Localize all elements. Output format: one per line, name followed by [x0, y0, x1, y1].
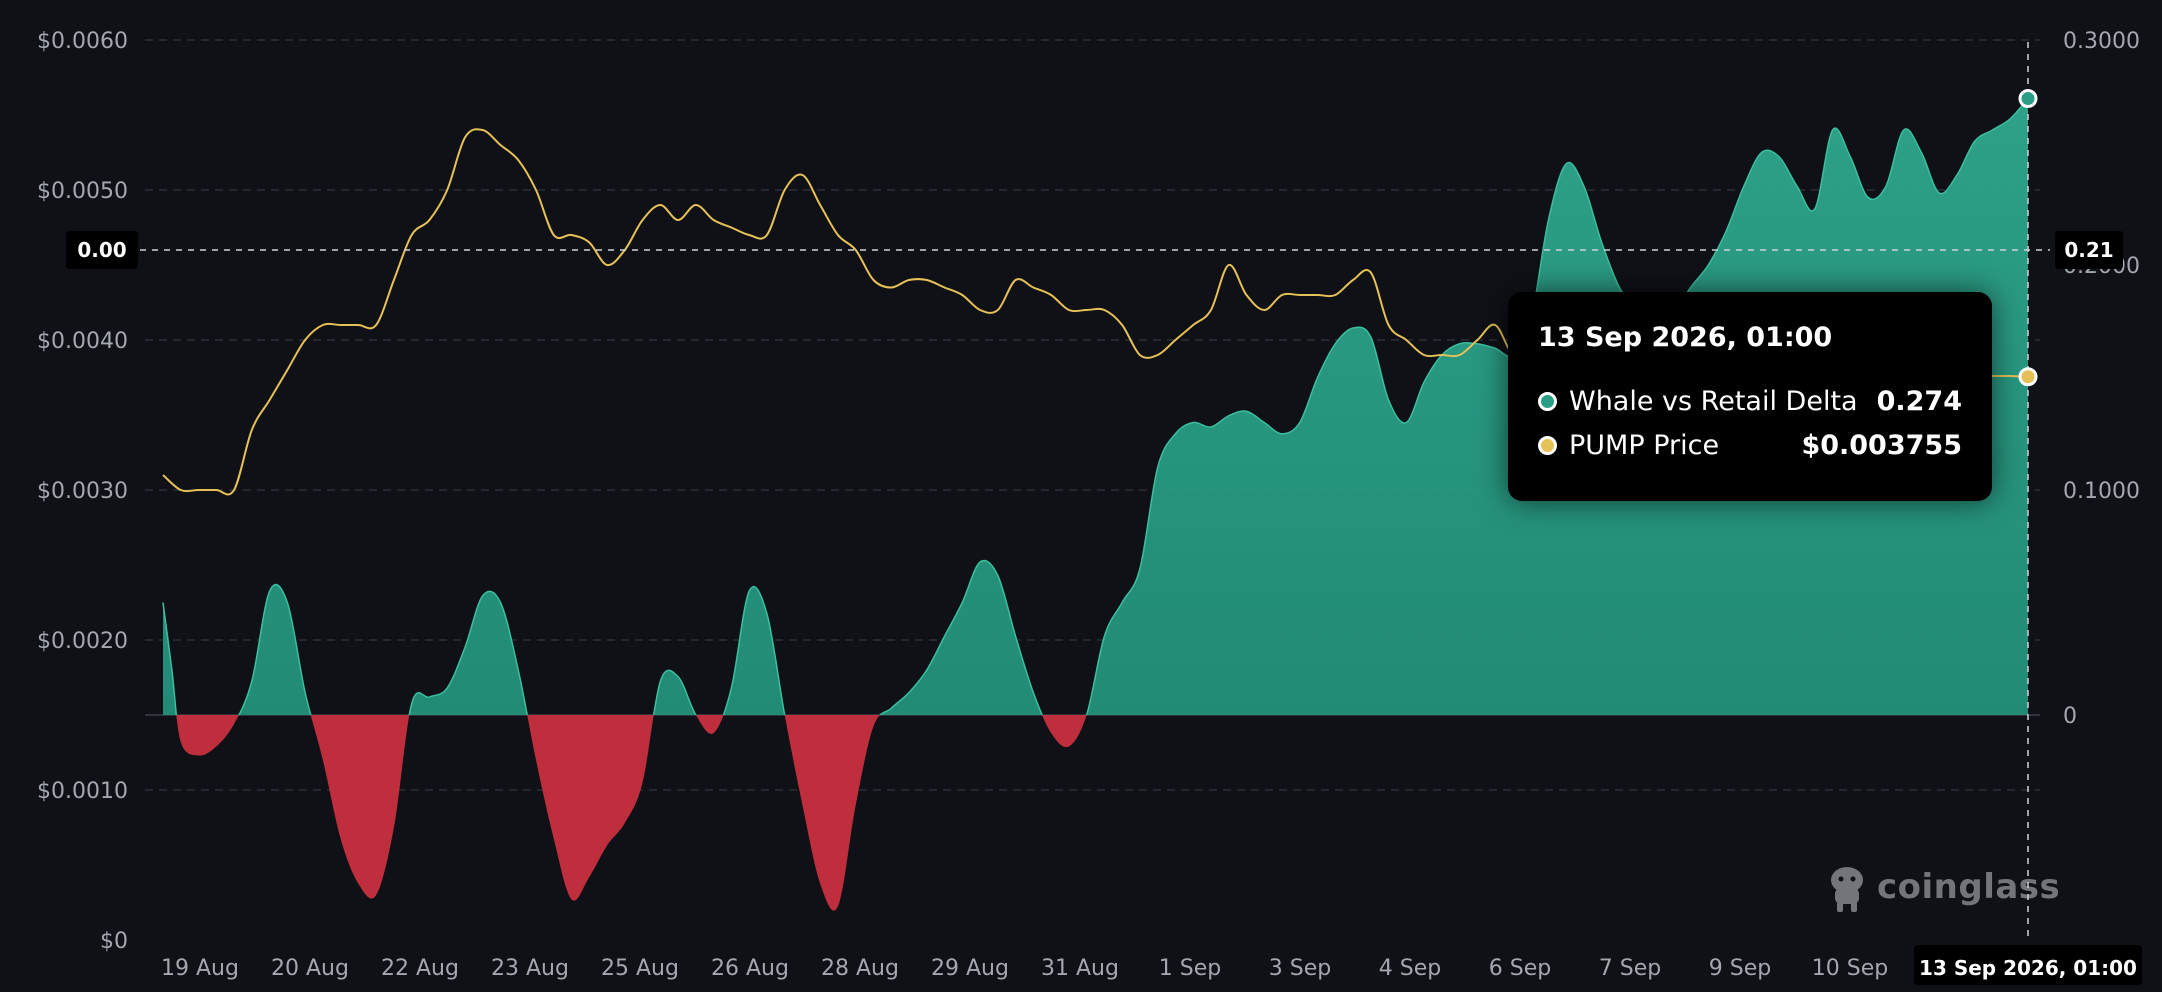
x-axis-tick: 28 Aug [821, 956, 899, 981]
tooltip-label-price: PUMP Price [1569, 429, 1720, 461]
tooltip-row-delta: Whale vs Retail Delta 0.274 [1538, 379, 1962, 423]
x-axis-tick: 3 Sep [1269, 956, 1331, 981]
x-axis-tick: 19 Aug [161, 956, 239, 981]
left-axis-tick: $0.0060 [37, 29, 128, 54]
left-axis-tick: $0.0050 [37, 179, 128, 204]
x-axis-tick: 23 Aug [491, 956, 569, 981]
chart-tooltip: 13 Sep 2026, 01:00 Whale vs Retail Delta… [1508, 292, 1992, 501]
x-axis-tick: 26 Aug [711, 956, 789, 981]
price-end-marker [2018, 367, 2038, 387]
x-axis-tick: 1 Sep [1159, 956, 1221, 981]
x-axis-tick: 9 Sep [1709, 956, 1771, 981]
coinglass-logo: coinglass [1825, 862, 2060, 912]
right-axis-tick: 0 [2063, 704, 2077, 729]
right-crosshair-badge [2055, 231, 2123, 269]
delta-dot-icon [1538, 391, 1557, 411]
delta-negative-area [163, 715, 2028, 911]
tooltip-label-delta: Whale vs Retail Delta [1569, 385, 1858, 417]
delta-line [162, 98, 2029, 715]
x-axis-tick: 25 Aug [601, 956, 679, 981]
left-crosshair-badge [66, 231, 138, 269]
x-axis-tick: 31 Aug [1041, 956, 1119, 981]
x-crosshair-badge [1914, 945, 2142, 985]
right-crosshair-badge-text: 0.21 [2064, 238, 2113, 262]
delta-end-marker [2018, 89, 2038, 108]
left-crosshair-badge-text: 0.00 [77, 238, 126, 262]
x-axis-tick: 29 Aug [931, 956, 1009, 981]
tooltip-value-delta: 0.274 [1876, 385, 1962, 417]
coinglass-mascot-icon [1831, 867, 1863, 912]
x-axis-tick: 10 Sep [1812, 956, 1888, 981]
x-axis-tick: 22 Aug [381, 956, 459, 981]
left-axis-tick: $0.0020 [37, 629, 128, 654]
tooltip-row-price: PUMP Price $0.003755 [1538, 423, 1962, 467]
price-dot-icon [1538, 435, 1557, 455]
tooltip-value-price: $0.003755 [1801, 429, 1962, 461]
tooltip-title: 13 Sep 2026, 01:00 [1538, 322, 1833, 353]
watermark-text: coinglass [1877, 867, 2061, 907]
x-axis-tick: 20 Aug [271, 956, 349, 981]
left-axis-tick: $0.0030 [37, 479, 128, 504]
right-axis-tick: 0.3000 [2063, 29, 2140, 54]
left-axis-tick: $0.0040 [37, 329, 128, 354]
x-axis-tick: 7 Sep [1599, 956, 1661, 981]
right-axis-tick: 0.1000 [2063, 479, 2140, 504]
x-crosshair-badge-text: 13 Sep 2026, 01:00 [1919, 956, 2137, 980]
delta-positive-area [163, 98, 2028, 715]
left-axis-tick: $0 [100, 929, 128, 954]
left-axis-tick: $0.0010 [37, 779, 128, 804]
x-axis-tick: 4 Sep [1379, 956, 1441, 981]
x-axis-tick: 6 Sep [1489, 956, 1551, 981]
